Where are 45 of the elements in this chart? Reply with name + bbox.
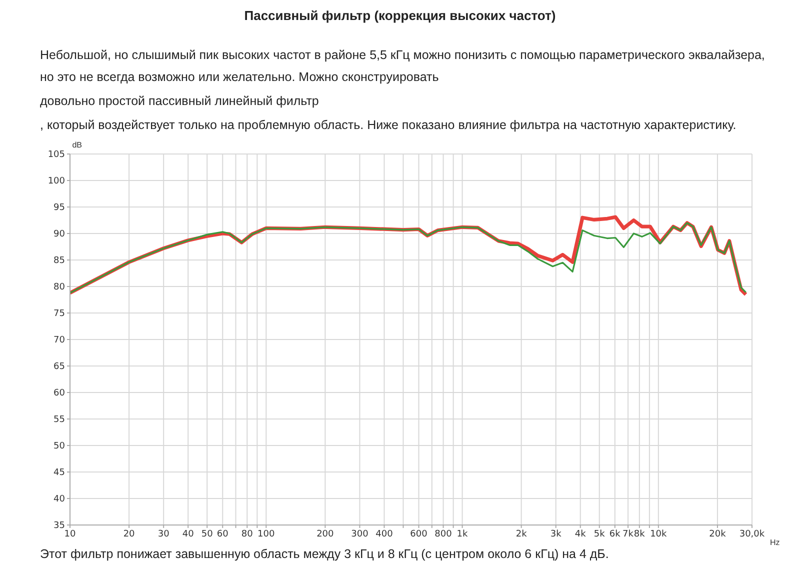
chart-title: Пассивный фильтр (коррекция высоких частот) [243, 8, 557, 25]
y-tick-label: 40 [54, 494, 66, 505]
y-tick-label: 45 [54, 468, 65, 478]
x-tick-label: 6k [609, 529, 622, 540]
y-tick-label: 65 [54, 362, 65, 372]
x-tick-label: 300 [351, 529, 369, 540]
y-tick-label: 85 [54, 256, 65, 266]
x-tick-label: 50 [201, 529, 214, 540]
x-tick-label: 30 [158, 529, 170, 540]
y-tick-label: 90 [54, 230, 66, 240]
x-tick-label: 800 [434, 529, 452, 540]
y-tick-label: 55 [54, 415, 65, 426]
x-tick-label: 600 [410, 529, 428, 540]
y-tick-label: 100 [48, 176, 66, 187]
y-tick-label: 60 [54, 388, 66, 399]
y-tick-label: 80 [54, 282, 66, 293]
y-tick-label: 35 [54, 521, 65, 532]
x-tick-label: 60 [216, 529, 229, 540]
y-tick-label: 105 [48, 150, 65, 160]
text: довольно простой пассивный линейный фильтр [40, 93, 320, 110]
x-tick-label: 10k [650, 529, 668, 540]
x-axis-title: Hz [770, 538, 780, 547]
x-tick-label: 4k [574, 529, 587, 540]
x-tick-label: 200 [316, 529, 334, 540]
x-tick-label: 400 [376, 529, 394, 540]
x-tick-label: 8k [634, 529, 646, 540]
x-tick-label: 40 [182, 529, 194, 540]
x-tick-label: 2k [516, 529, 528, 540]
x-tick-label: 10 [64, 529, 76, 540]
y-tick-label: 95 [54, 203, 65, 214]
y-tick-label: 75 [54, 309, 65, 320]
y-tick-label: 50 [54, 442, 66, 452]
text: Этот фильтр понижает завышенную область между 3 кГц и 8 кГц (с центром около 6 кГц) на 4 дБ. [39, 547, 610, 561]
x-tick-label: 20k [709, 529, 727, 540]
x-tick-label: 20 [123, 529, 136, 540]
y-axis-title: dB [72, 140, 82, 150]
x-tick-label: 1k [456, 529, 469, 540]
y-tick-label: 70 [54, 336, 66, 346]
x-tick-label: 3k [550, 529, 562, 540]
text: , который воздействует только на проблемную область. Ниже показано влияние фильтра на частотную характеристику. [40, 117, 738, 134]
x-tick-label: 80 [241, 529, 254, 540]
x-tick-label: 30,0k [739, 529, 766, 540]
x-tick-label: 7k [622, 529, 634, 540]
x-tick-label: 5k [594, 529, 606, 540]
x-tick-label: 100 [258, 529, 275, 540]
